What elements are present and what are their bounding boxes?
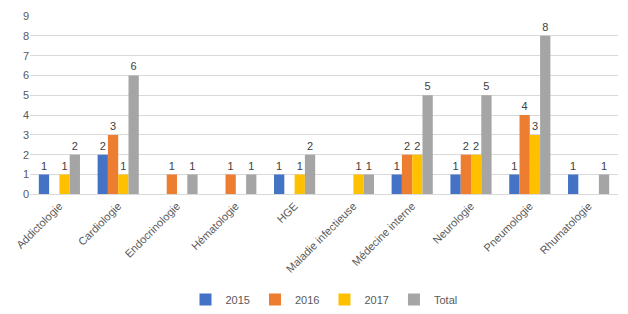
svg-text:Médecine interne: Médecine interne <box>349 200 417 268</box>
svg-text:6: 6 <box>23 69 29 81</box>
svg-text:3: 3 <box>110 120 116 132</box>
svg-text:5: 5 <box>483 80 489 92</box>
svg-text:1: 1 <box>394 160 400 172</box>
svg-text:1: 1 <box>355 160 361 172</box>
svg-text:1: 1 <box>570 160 576 172</box>
svg-text:5: 5 <box>23 89 29 101</box>
svg-text:1: 1 <box>511 160 517 172</box>
svg-text:5: 5 <box>425 80 431 92</box>
svg-text:2016: 2016 <box>295 294 319 306</box>
svg-text:Hématologie: Hématologie <box>189 200 241 252</box>
svg-text:3: 3 <box>23 129 29 141</box>
svg-text:Rhumatologie: Rhumatologie <box>537 200 593 256</box>
svg-text:2: 2 <box>100 140 106 152</box>
svg-text:Pneumologie: Pneumologie <box>481 200 535 254</box>
svg-text:0: 0 <box>23 188 29 200</box>
svg-text:4: 4 <box>23 109 29 121</box>
svg-text:2: 2 <box>473 140 479 152</box>
svg-text:1: 1 <box>41 160 47 172</box>
svg-text:2: 2 <box>414 140 420 152</box>
svg-text:1: 1 <box>61 160 67 172</box>
svg-text:8: 8 <box>23 30 29 42</box>
svg-text:3: 3 <box>532 120 538 132</box>
svg-text:1: 1 <box>228 160 234 172</box>
svg-text:2: 2 <box>404 140 410 152</box>
svg-text:HGE: HGE <box>275 200 300 225</box>
svg-text:1: 1 <box>366 160 372 172</box>
svg-text:8: 8 <box>542 21 548 33</box>
svg-text:2: 2 <box>307 140 313 152</box>
svg-text:2: 2 <box>23 149 29 161</box>
svg-text:1: 1 <box>189 160 195 172</box>
svg-text:6: 6 <box>131 60 137 72</box>
svg-text:2: 2 <box>463 140 469 152</box>
svg-text:1: 1 <box>297 160 303 172</box>
svg-text:1: 1 <box>120 160 126 172</box>
svg-text:9: 9 <box>23 10 29 22</box>
svg-text:1: 1 <box>248 160 254 172</box>
svg-text:2015: 2015 <box>226 294 250 306</box>
svg-text:Neurologie: Neurologie <box>430 200 476 246</box>
svg-text:7: 7 <box>23 50 29 62</box>
svg-text:Addictologie: Addictologie <box>14 200 65 251</box>
svg-text:1: 1 <box>169 160 175 172</box>
svg-text:1: 1 <box>276 160 282 172</box>
svg-text:Maladie infectieuse: Maladie infectieuse <box>284 200 359 275</box>
svg-text:2: 2 <box>72 140 78 152</box>
svg-text:1: 1 <box>601 160 607 172</box>
svg-text:4: 4 <box>522 100 528 112</box>
svg-text:Endocrinologie: Endocrinologie <box>122 200 182 260</box>
svg-text:1: 1 <box>23 168 29 180</box>
svg-text:Total: Total <box>434 294 457 306</box>
svg-text:2017: 2017 <box>364 294 388 306</box>
svg-text:1: 1 <box>453 160 459 172</box>
svg-text:Cardiologie: Cardiologie <box>76 200 124 248</box>
